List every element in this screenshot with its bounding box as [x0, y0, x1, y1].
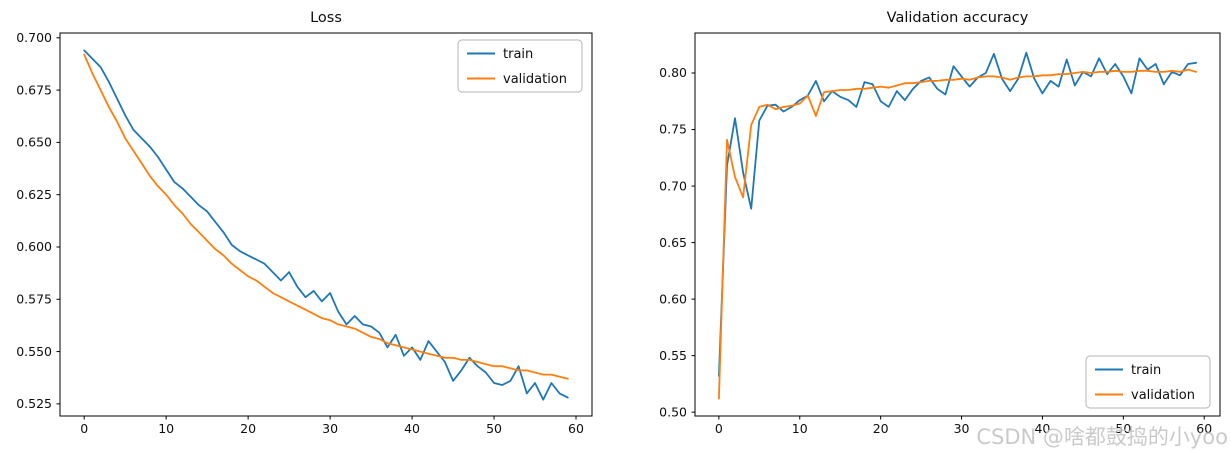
- x-tick-label: 60: [1196, 421, 1212, 436]
- chart-title: Validation accuracy: [887, 10, 1029, 26]
- y-tick-label: 0.65: [659, 235, 687, 250]
- x-tick-label: 30: [322, 421, 338, 436]
- y-tick-label: 0.700: [16, 30, 52, 45]
- y-axis: 0.525 0.550 0.575 0.600 0.625 0.650 0.675 0.700: [16, 30, 60, 411]
- y-axis: 0.50 0.55 0.60 0.65 0.70 0.75 0.80: [659, 65, 695, 419]
- x-tick-label: 40: [404, 421, 420, 436]
- legend: train validation: [457, 39, 583, 93]
- x-tick-label: 60: [568, 421, 584, 436]
- y-tick-label: 0.75: [659, 122, 687, 137]
- loss-chart: Loss 0 10 20 30 40 50 60 0.525 0.550 0.575 0.600 0.6…: [16, 10, 593, 436]
- x-tick-label: 10: [792, 421, 808, 436]
- plot-frame: [694, 32, 1221, 417]
- y-tick-label: 0.575: [16, 291, 52, 306]
- validation-series-line: [83, 53, 569, 380]
- x-tick-label: 0: [715, 421, 723, 436]
- y-tick-label: 0.675: [16, 82, 52, 97]
- train-series-line: [718, 51, 1197, 377]
- x-tick-label: 0: [80, 421, 88, 436]
- plot-frame: [59, 32, 593, 417]
- validation-accuracy-chart: Validation accuracy 0 10 20 30 40 50 60 0.50 0.55…: [659, 10, 1221, 436]
- legend-train-label: train: [1131, 363, 1161, 378]
- x-tick-label: 50: [1115, 421, 1131, 436]
- y-tick-label: 0.650: [16, 135, 52, 150]
- y-tick-label: 0.600: [16, 239, 52, 254]
- x-axis: 0 10 20 30 40 50 60: [715, 416, 1212, 436]
- y-tick-label: 0.625: [16, 187, 52, 202]
- x-tick-label: 10: [158, 421, 174, 436]
- y-tick-label: 0.55: [659, 348, 687, 363]
- x-tick-label: 30: [954, 421, 970, 436]
- x-tick-label: 50: [486, 421, 502, 436]
- x-tick-label: 20: [873, 421, 889, 436]
- y-tick-label: 0.80: [659, 65, 687, 80]
- y-tick-label: 0.550: [16, 344, 52, 359]
- chart-title: Loss: [310, 10, 342, 26]
- x-tick-label: 40: [1034, 421, 1050, 436]
- y-tick-label: 0.50: [659, 404, 687, 419]
- legend-validation-label: validation: [503, 72, 567, 87]
- x-tick-label: 20: [240, 421, 256, 436]
- y-tick-label: 0.525: [16, 396, 52, 411]
- legend: train validation: [1085, 355, 1211, 409]
- watermark: CSDN @啥都鼓捣的小yoo: [976, 425, 1228, 449]
- y-tick-label: 0.60: [659, 291, 687, 306]
- legend-train-label: train: [503, 47, 533, 62]
- legend-validation-label: validation: [1131, 388, 1195, 403]
- y-tick-label: 0.70: [659, 178, 687, 193]
- validation-series-line: [718, 68, 1197, 400]
- x-axis: 0 10 20 30 40 50 60: [80, 416, 584, 436]
- train-series-line: [83, 49, 569, 401]
